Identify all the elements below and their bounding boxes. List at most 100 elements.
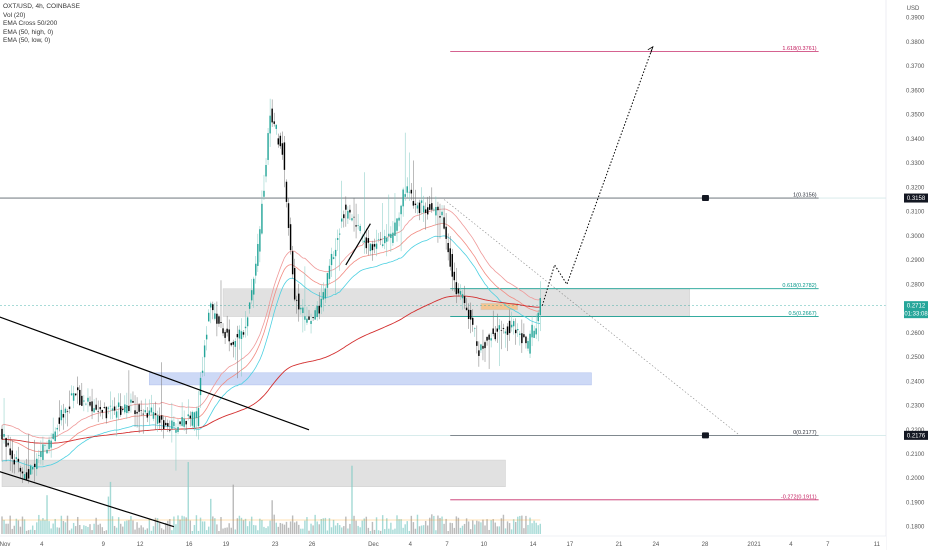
candle-body-21 [44, 444, 46, 446]
candle-body-209 [429, 204, 431, 210]
ema-slow-line [1, 295, 541, 444]
candle-body-172 [353, 216, 355, 218]
legend-indicator-vol[interactable]: Vol (20) [3, 11, 26, 19]
candle-body-19 [40, 451, 42, 458]
candle-body-249 [510, 324, 513, 328]
volume-bar-165 [338, 525, 341, 534]
volume-bar-185 [379, 530, 382, 534]
candle-body-156 [320, 298, 322, 308]
candle-body-162 [332, 257, 335, 259]
time-axis[interactable]: Nov 4 9 12 16 19 23 26 Dec 4 7 10 14 17 21 24 28 2021 4 7 11 [0, 535, 886, 550]
candle-body-211 [433, 209, 435, 211]
candle-body-226 [463, 296, 466, 304]
candle-body-153 [314, 310, 316, 320]
candle-body-228 [467, 309, 470, 319]
legend-symbol[interactable]: OXT/USD, 4h, COINBASE [3, 3, 80, 10]
candle-body-46 [95, 404, 97, 410]
volume-bar-57 [117, 517, 120, 534]
candle-body-214 [439, 216, 441, 218]
volume-bar-106 [218, 531, 220, 534]
candle-body-123 [253, 278, 255, 295]
volume-bar-222 [455, 516, 458, 534]
candle-body-39 [81, 395, 83, 406]
volume-bar-233 [478, 521, 480, 534]
volume-bar-158 [324, 517, 327, 534]
candle-body-216 [443, 217, 445, 229]
candle-body-51 [105, 406, 108, 419]
volume-bar-149 [306, 517, 308, 534]
candle-body-73 [150, 407, 153, 413]
candle-body-98 [201, 370, 204, 373]
volume-bar-49 [101, 527, 104, 534]
volume-bar-252 [517, 516, 519, 534]
legend-indicator-ema-high[interactable]: EMA (50, high, 0) [3, 28, 54, 36]
volume-bar-239 [490, 520, 492, 534]
candle-body-196 [402, 189, 404, 207]
volume-bar-162 [332, 519, 335, 534]
candle-body-29 [60, 409, 63, 421]
volume-bar-247 [506, 521, 509, 534]
volume-bar-61 [126, 520, 128, 534]
legend-indicator-ema-cross[interactable]: EMA Cross 50/200 [3, 20, 58, 28]
candle-body-187 [384, 236, 386, 244]
candle-body-145 [298, 293, 300, 310]
candle-body-217 [445, 226, 447, 239]
price-axis[interactable]: USD 0.3900 0.3800 0.3700 0.3600 0.3500 0.3400 0… [885, 0, 932, 550]
candle-body-116 [238, 329, 241, 339]
candle-body-36 [74, 393, 77, 396]
time-tick-11: 10 [481, 542, 488, 548]
volume-bar-219 [449, 522, 451, 534]
candle-body-205 [420, 200, 423, 203]
volume-bar-54 [111, 516, 114, 534]
ema-high-line [1, 208, 541, 439]
candle-body-159 [326, 273, 329, 288]
volume-bar-216 [443, 523, 445, 534]
time-axis-bg [0, 536, 886, 550]
candle-body-252 [517, 329, 519, 331]
volume-bar-2 [5, 523, 7, 534]
candle-body-125 [257, 243, 259, 266]
candle-body-235 [482, 345, 484, 349]
candle-body-171 [351, 218, 353, 221]
volume-bar-231 [474, 524, 476, 534]
candle-body-58 [119, 406, 122, 415]
candle-body-30 [62, 414, 65, 418]
candle-body-75 [154, 413, 157, 416]
volume-bar-243 [498, 526, 501, 534]
volume-bar-35 [72, 522, 75, 534]
candle-body-183 [375, 243, 378, 249]
volume-bar-213 [437, 515, 439, 534]
volume-bar-37 [77, 516, 79, 534]
candle-body-82 [169, 429, 171, 431]
candle-body-80 [165, 422, 167, 426]
candle-body-190 [390, 233, 392, 238]
volume-bar-145 [298, 524, 300, 534]
candle-body-55 [113, 406, 116, 411]
volume-bar-14 [29, 529, 32, 534]
volume-bar-180 [369, 531, 372, 534]
volume-bar-104 [214, 518, 216, 534]
candle-body-91 [187, 414, 189, 417]
volume-bar-173 [355, 520, 357, 534]
volume-bar-122 [250, 516, 253, 534]
volume-bar-251 [514, 521, 517, 534]
volume-bar-32 [66, 515, 69, 534]
volume-bar-63 [130, 515, 132, 534]
volume-bar-196 [402, 527, 404, 534]
candle-body-84 [173, 421, 175, 427]
volume-bar-69 [142, 527, 144, 534]
volume-bar-204 [418, 526, 421, 534]
volume-bar-194 [398, 519, 400, 534]
volume-bar-208 [426, 525, 429, 534]
candle-body-186 [381, 244, 384, 246]
candle-body-161 [330, 253, 333, 266]
candle-body-257 [527, 340, 529, 349]
volume-bar-250 [512, 519, 515, 534]
legend-indicator-ema-low[interactable]: EMA (50, low, 0) [3, 37, 51, 45]
candle-body-181 [371, 244, 374, 251]
candle-body-180 [369, 243, 372, 252]
volume-bar-7 [15, 518, 18, 534]
candle-body-26 [54, 431, 56, 442]
